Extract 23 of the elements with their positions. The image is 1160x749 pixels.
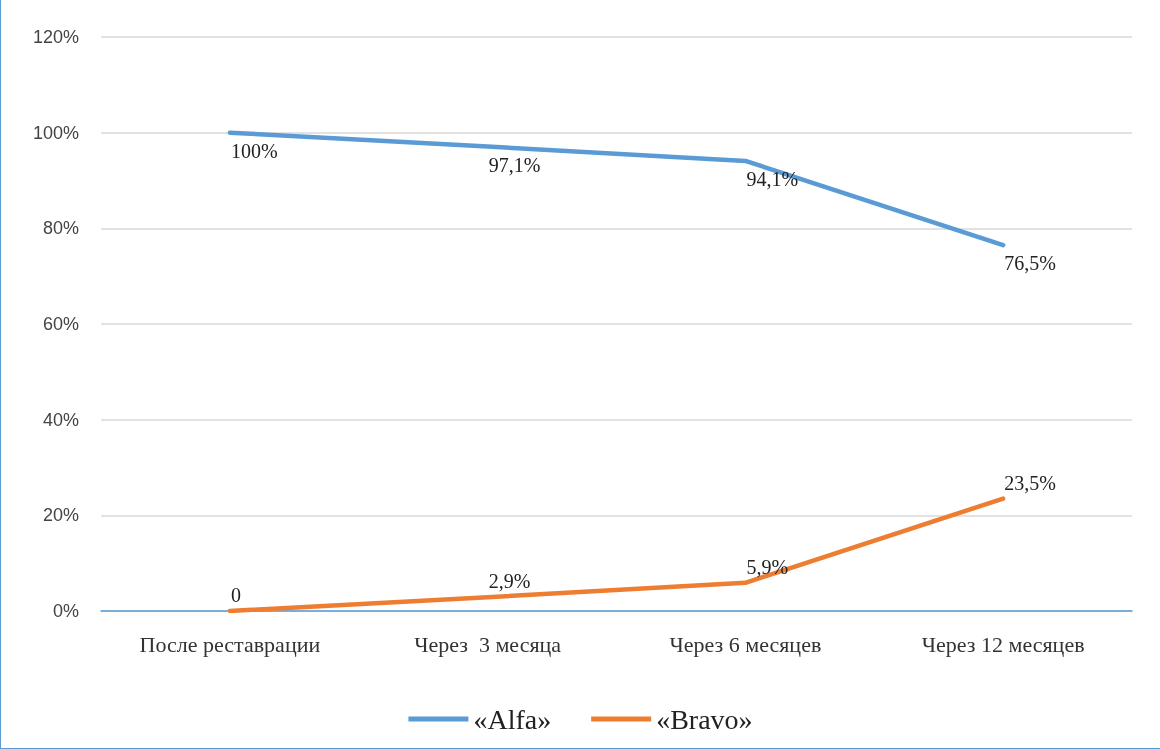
x-tick-label: Через 12 месяцев <box>921 631 1085 657</box>
data-label: 23,5% <box>1004 471 1056 494</box>
y-tick-label: 40% <box>42 409 79 430</box>
data-label: 2,9% <box>488 570 531 593</box>
y-tick-label: 0% <box>52 601 79 621</box>
data-label: 100% <box>230 139 278 162</box>
data-label: 94,1% <box>746 167 799 190</box>
line-series <box>227 130 1006 248</box>
data-label: 5,9% <box>746 555 789 578</box>
y-tick-label: 20% <box>42 505 79 526</box>
y-tick-label: 80% <box>42 218 79 239</box>
legend-label: «Alfa» <box>473 703 552 735</box>
y-tick-label: 120% <box>32 27 79 47</box>
legend-label: «Bravo» <box>656 703 753 735</box>
y-tick-label: 60% <box>42 314 79 334</box>
y-tick-label: 100% <box>32 122 79 143</box>
data-label: 76,5% <box>1004 252 1056 275</box>
data-label: 0 <box>230 584 241 606</box>
x-tick-label: Через 3 месяца <box>414 631 562 657</box>
x-tick-label: Через 6 месяцев <box>669 631 822 657</box>
line-series <box>227 496 1006 614</box>
x-tick-label: После реставрации <box>139 631 321 657</box>
data-label: 97,1% <box>488 153 541 176</box>
